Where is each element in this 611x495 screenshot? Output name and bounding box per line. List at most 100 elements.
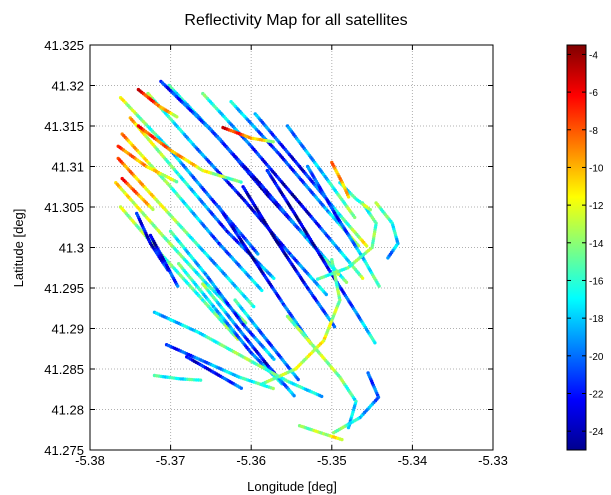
satellite-track <box>241 185 337 329</box>
track-point <box>272 276 276 280</box>
colorbar-tick-label: -14 <box>589 239 604 250</box>
satellite-track <box>120 176 155 212</box>
satellite-track <box>259 258 342 386</box>
colorbar-tick-label: -8 <box>589 126 598 137</box>
y-tick-label: 41.32 <box>51 79 84 94</box>
satellite-track <box>285 124 357 220</box>
colorbar-tick-label: -20 <box>589 352 604 363</box>
x-axis-label: Longitude [deg] <box>247 479 337 494</box>
track-point <box>292 394 296 398</box>
colorbar-tick-label: -6 <box>589 88 598 99</box>
satellite-track <box>159 79 341 276</box>
track-point <box>320 394 324 399</box>
track-point <box>346 195 351 199</box>
satellite-track <box>297 424 344 442</box>
satellite-track <box>152 373 203 382</box>
track-point <box>239 386 243 390</box>
y-tick-label: 41.3 <box>59 241 84 256</box>
track-point <box>373 341 377 345</box>
track-point <box>324 292 328 297</box>
track-point <box>176 284 180 288</box>
y-tick-label: 41.295 <box>44 281 84 296</box>
x-tick-label: -5.33 <box>478 453 508 468</box>
satellite-track <box>152 310 324 399</box>
track-point <box>346 425 351 430</box>
x-tick-label: -5.36 <box>236 453 266 468</box>
colorbar-tick-label: -10 <box>589 163 604 174</box>
satellite-track <box>221 125 275 144</box>
satellite-track <box>118 205 240 341</box>
satellite-track <box>285 314 358 430</box>
colorbar-tick-label: -22 <box>589 389 604 400</box>
track-point <box>340 437 344 442</box>
colorbar-gradient <box>566 44 587 451</box>
track-point <box>360 276 365 280</box>
colorbar-tick-label: -24 <box>589 427 604 438</box>
track-point <box>151 207 155 212</box>
track-point <box>252 304 256 309</box>
track-point <box>259 382 263 386</box>
satellite-track <box>148 233 180 288</box>
track-point <box>332 325 337 329</box>
track-point <box>365 244 369 248</box>
track-point <box>386 256 390 260</box>
satellite-track <box>332 371 381 435</box>
plot-area: -5.38 -5.37 -5.36 -5.35 -5.34 -5.33 41.27541.… <box>44 38 508 468</box>
y-tick-label: 41.285 <box>44 362 84 377</box>
y-tick-label: 41.29 <box>51 322 84 337</box>
satellite-track <box>316 201 378 281</box>
satellite-track <box>135 211 170 272</box>
track-point <box>368 208 372 212</box>
satellite-track <box>330 160 351 199</box>
track-point <box>332 431 336 435</box>
satellite-track <box>114 181 248 325</box>
x-tick-label: -5.37 <box>156 453 186 468</box>
track-point <box>174 180 179 184</box>
satellite-track <box>177 262 284 386</box>
x-tick-label: -5.35 <box>317 453 347 468</box>
y-axis-label: Latitude [deg] <box>11 209 26 288</box>
track-point <box>198 378 203 382</box>
y-tick-label: 41.28 <box>51 403 84 418</box>
track-point <box>239 180 243 184</box>
track-point <box>175 115 179 119</box>
x-tick-label: -5.34 <box>398 453 428 468</box>
satellite-track <box>164 343 275 391</box>
satellite-track <box>233 298 300 382</box>
track-point <box>271 386 275 391</box>
satellite-track <box>136 87 179 119</box>
track-point <box>353 215 357 220</box>
chart-title: Reflectivity Map for all satellites <box>184 12 407 29</box>
track-point <box>344 280 349 284</box>
track-point <box>296 377 300 382</box>
satellite-track <box>305 164 381 288</box>
y-tick-label: 41.31 <box>51 160 84 175</box>
x-tick-label: -5.38 <box>75 453 105 468</box>
satellite-track <box>229 100 361 248</box>
satellite-track <box>168 229 276 361</box>
track-point <box>377 284 381 288</box>
track-layer <box>114 79 400 442</box>
track-point <box>271 140 275 144</box>
satellite-track <box>265 168 377 345</box>
colorbar-ticks: -4 -6 -8 -10 -12 -14 -16 -18 -20 -22 -24 <box>567 50 604 438</box>
satellite-track <box>136 124 243 184</box>
y-axis-ticks: 41.275 41.28 41.285 41.29 41.295 41.3 41.305 41… <box>44 38 493 458</box>
track-point <box>336 272 341 276</box>
colorbar-tick-label: -4 <box>589 50 598 61</box>
y-tick-label: 41.305 <box>44 200 84 215</box>
y-tick-label: 41.275 <box>44 443 84 458</box>
track-point <box>356 244 361 248</box>
y-tick-label: 41.325 <box>44 38 84 53</box>
track-point <box>272 357 276 361</box>
satellite-track <box>116 144 179 184</box>
colorbar-tick-label: -18 <box>589 314 604 325</box>
colorbar-tick-label: -16 <box>589 276 604 287</box>
y-tick-label: 41.315 <box>44 119 84 134</box>
track-point <box>316 277 320 281</box>
satellite-track <box>116 156 256 309</box>
track-point <box>256 252 260 256</box>
satellite-track <box>185 355 243 390</box>
track-point <box>243 321 248 325</box>
